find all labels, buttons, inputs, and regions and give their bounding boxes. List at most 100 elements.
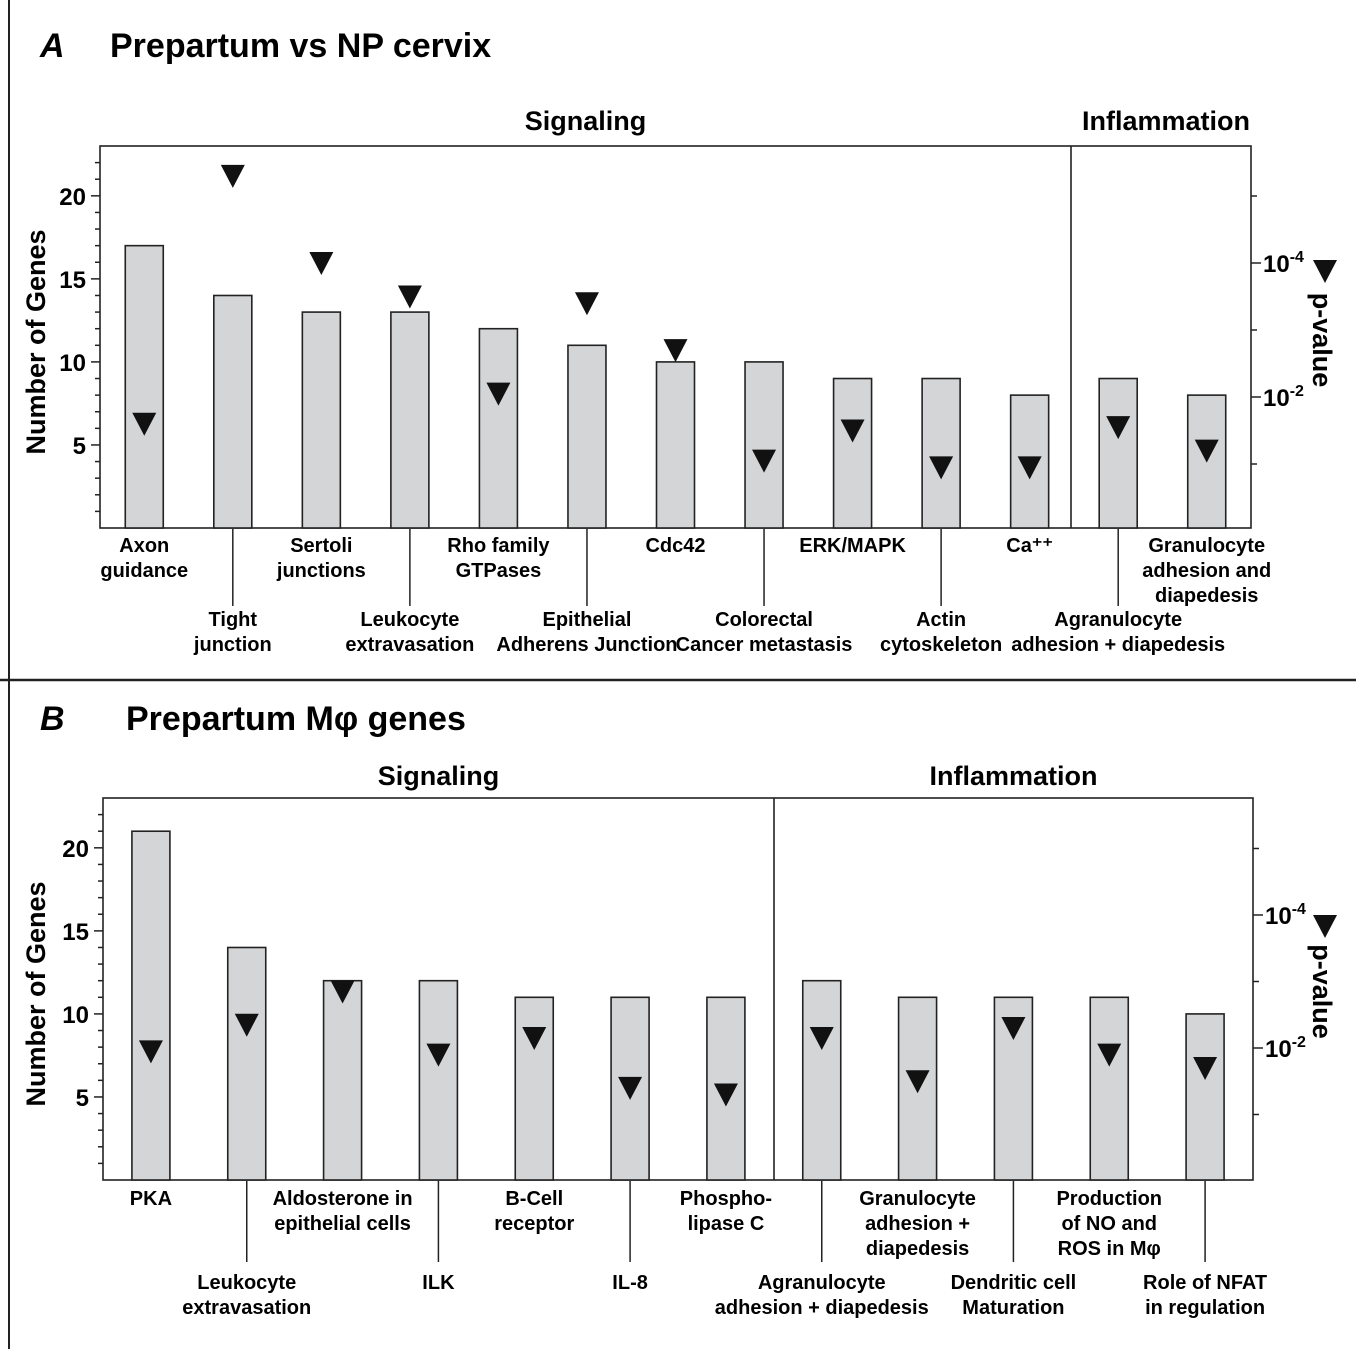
y-axis-label: Number of Genes <box>21 229 51 454</box>
category-label: Axon <box>119 535 169 557</box>
bar <box>567 344 607 529</box>
p-value-marker <box>663 339 688 363</box>
category-label: Ca⁺⁺ <box>1006 535 1053 557</box>
p-value-marker <box>220 164 245 188</box>
plot-frame <box>102 797 1254 1181</box>
y-tick-label: 5 <box>76 1085 89 1112</box>
category-label: Colorectal <box>715 609 813 631</box>
y-tick-label: 20 <box>62 836 89 863</box>
p-value-marker <box>1193 1056 1218 1080</box>
panel-b-chart: 5 10 15 20 Number of Genes 10-4 10-2p-value Sig… <box>21 761 1337 1319</box>
category-label: B-Cell <box>505 1188 563 1210</box>
category-label: ROS in Mφ <box>1058 1238 1161 1260</box>
p-value-marker <box>1194 439 1219 463</box>
p-value-marker <box>905 1070 930 1094</box>
category-label: Granulocyte <box>1148 535 1265 557</box>
category-label: junction <box>193 634 272 656</box>
category-label: diapedesis <box>866 1238 969 1260</box>
bar <box>124 244 165 529</box>
bar <box>390 311 430 529</box>
y2-tick-label: 10-2 <box>1265 1034 1306 1063</box>
y2-tick-label: 10-2 <box>1263 383 1304 412</box>
group-label: Signaling <box>378 761 500 791</box>
bar <box>744 361 784 529</box>
bar <box>322 979 363 1181</box>
category-label: Aldosterone in <box>273 1188 413 1210</box>
p-value-marker <box>138 1040 163 1064</box>
category-label: Cancer metastasis <box>676 634 853 656</box>
category-label: GTPases <box>456 560 542 582</box>
y2-axis-label: p-value <box>1307 293 1337 388</box>
category-label: receptor <box>494 1213 574 1235</box>
p-value-marker <box>234 1013 259 1037</box>
category-label: extravasation <box>182 1297 311 1319</box>
category-label: PKA <box>130 1188 172 1210</box>
bar <box>514 996 555 1181</box>
category-label: Agranulocyte <box>1054 609 1182 631</box>
y-tick-label: 15 <box>62 919 89 946</box>
category-label: adhesion + diapedesis <box>715 1297 929 1319</box>
category-label: Sertoli <box>290 535 352 557</box>
bar <box>213 294 253 529</box>
group-label: Signaling <box>525 106 647 136</box>
p-value-marker <box>132 412 157 436</box>
y2-tick-label: 10-4 <box>1263 249 1304 278</box>
bar <box>131 830 171 1181</box>
panel-b-title: Prepartum Mφ genes <box>126 700 466 738</box>
y-axis-label: Number of Genes <box>21 881 51 1106</box>
category-label: epithelial cells <box>274 1213 411 1235</box>
category-label: ERK/MAPK <box>799 535 906 557</box>
category-label: Rho family <box>447 535 550 557</box>
p-value-marker <box>1017 456 1042 480</box>
category-label: in regulation <box>1145 1297 1265 1319</box>
p-value-marker <box>486 382 511 406</box>
category-label: Granulocyte <box>859 1188 976 1210</box>
p-value-marker <box>397 285 422 309</box>
category-label: Cdc42 <box>645 535 705 557</box>
y2-tick-label: 10-4 <box>1265 901 1306 930</box>
bar <box>478 327 519 529</box>
category-label: adhesion and <box>1142 560 1271 582</box>
y-tick-label: 10 <box>59 350 86 377</box>
category-label: Tight <box>209 609 258 631</box>
p-value-marker-key <box>1313 915 1337 938</box>
category-label: adhesion + <box>865 1213 970 1235</box>
p-value-marker <box>929 456 954 480</box>
category-label: Role of NFAT <box>1143 1272 1267 1294</box>
p-value-marker <box>809 1027 834 1051</box>
y-tick-label: 15 <box>59 267 86 294</box>
y-tick-label: 5 <box>73 433 86 460</box>
p-value-marker <box>840 419 865 443</box>
p-value-marker <box>1001 1017 1026 1041</box>
group-label: Inflammation <box>929 761 1097 791</box>
y-tick-label: 10 <box>62 1002 89 1029</box>
bar <box>418 979 459 1181</box>
category-label: lipase C <box>688 1213 765 1235</box>
category-label: of NO and <box>1061 1213 1157 1235</box>
bar <box>801 979 842 1181</box>
category-label: ILK <box>422 1272 455 1294</box>
category-label: IL-8 <box>612 1272 648 1294</box>
y-tick-label: 20 <box>59 184 86 211</box>
bar <box>832 377 873 529</box>
p-value-marker <box>309 252 334 275</box>
bar <box>1185 1013 1225 1181</box>
category-label: guidance <box>100 560 188 582</box>
p-value-marker <box>1097 1043 1122 1067</box>
category-label: Agranulocyte <box>758 1272 886 1294</box>
category-label: Leukocyte <box>360 609 459 631</box>
category-label: Epithelial <box>543 609 632 631</box>
panel-a-title: Prepartum vs NP cervix <box>110 27 491 65</box>
bar <box>226 946 267 1181</box>
panel-a-letter: A <box>39 27 65 65</box>
panel-a-chart: 5 10 15 20 Number of Genes 10-4 10-2p-value Sig… <box>21 106 1337 656</box>
category-label: Actin <box>916 609 966 631</box>
p-value-marker <box>330 980 355 1004</box>
bar <box>1098 377 1138 529</box>
bar <box>921 377 961 529</box>
category-label: diapedesis <box>1155 585 1258 607</box>
category-label: Phospho- <box>680 1188 772 1210</box>
category-label: cytoskeleton <box>880 634 1002 656</box>
bar <box>1089 996 1130 1181</box>
